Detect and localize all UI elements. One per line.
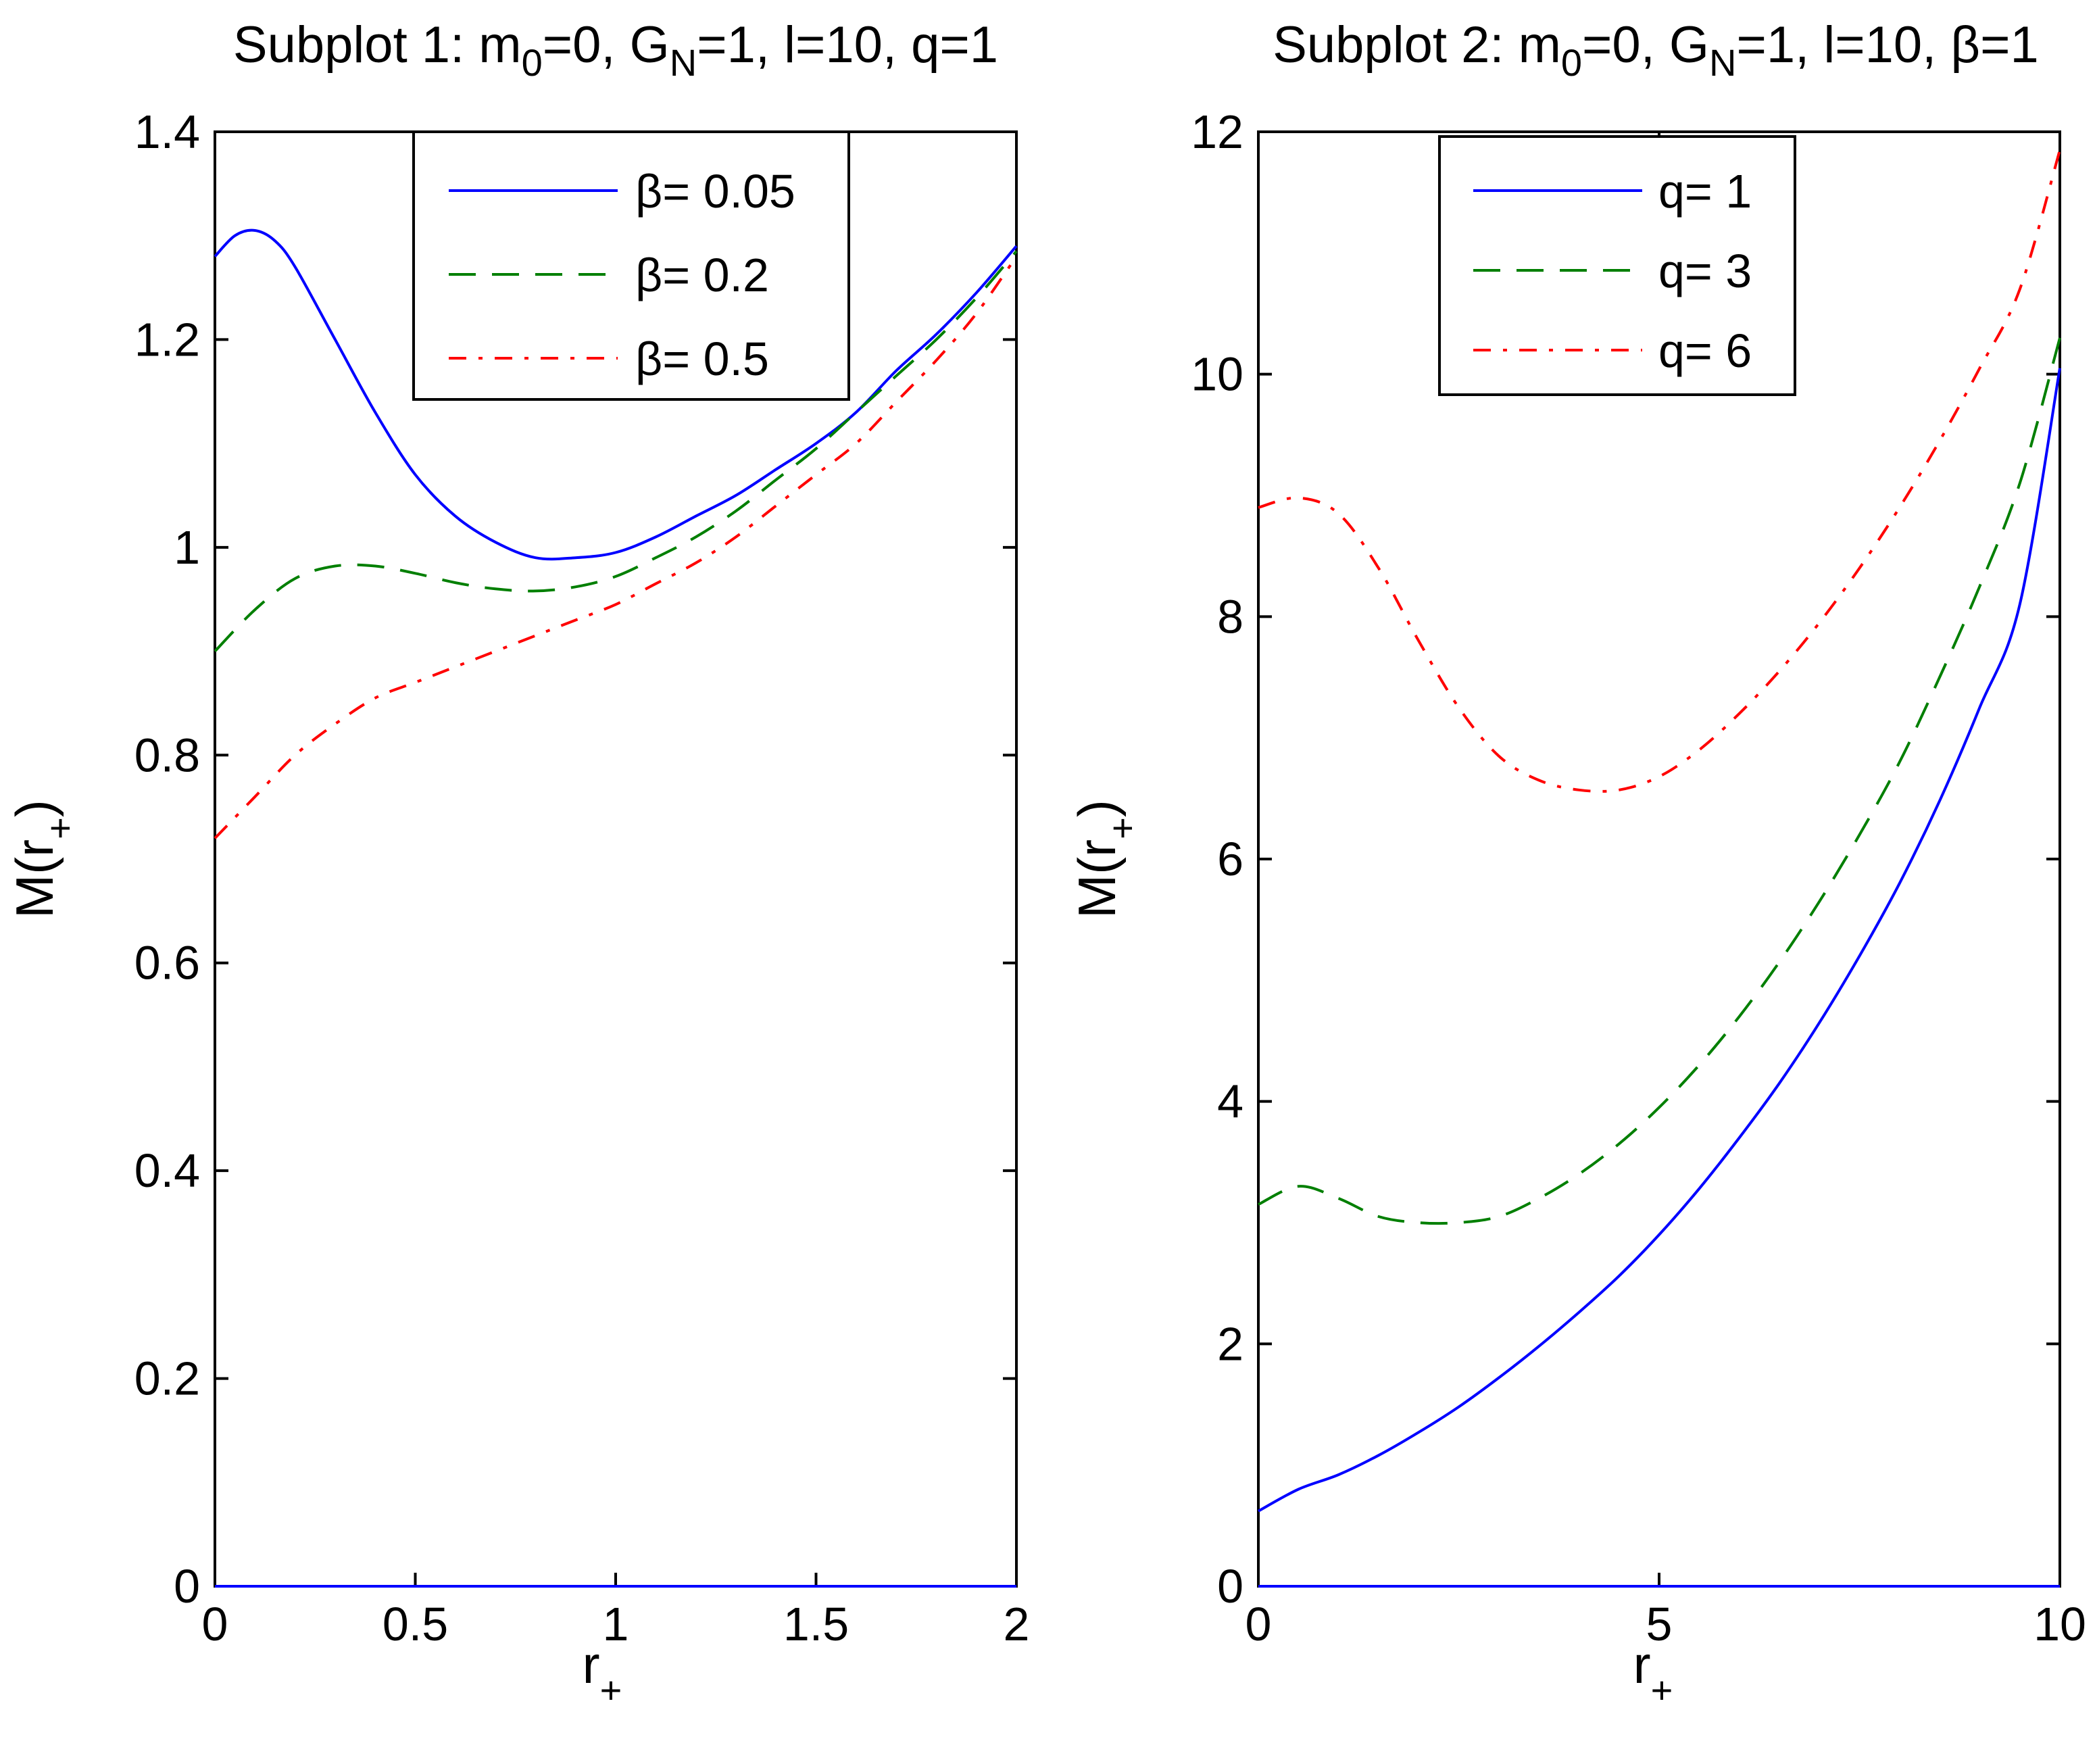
y-tick-label: 10 [1191, 348, 1243, 401]
x-tick-label: 0.5 [383, 1598, 448, 1650]
y-tick-label: 8 [1217, 590, 1243, 643]
x-tick-label: 2 [1004, 1598, 1030, 1650]
y-tick-label: 1 [174, 521, 200, 574]
y-tick-label: 2 [1217, 1317, 1243, 1370]
x-tick-label: 0 [1246, 1598, 1272, 1650]
subplot-2: Subplot 2: m0=0, GN=1, l=10, β=1 0 5 10 0 2 4… [1067, 16, 2086, 1711]
x-tick-label: 10 [2034, 1598, 2086, 1650]
subplot-2-legend: q= 1 q= 3 q= 6 [1438, 135, 1796, 396]
subplot-2-legend-box [1438, 135, 1796, 396]
x-tick-label: 1 [603, 1598, 629, 1650]
subplot-2-title: Subplot 2: m0=0, GN=1, l=10, β=1 [1273, 16, 2039, 84]
y-tick-label: 0.6 [134, 937, 200, 989]
x-tick-label: 5 [1646, 1598, 1673, 1650]
subplot-2-lines [1258, 149, 2061, 1588]
subplot-1-xlabel: r+ [583, 1635, 622, 1711]
x-tick-label: 0 [202, 1598, 228, 1650]
y-tick-label: 0 [174, 1560, 200, 1613]
legend-label: β= 0.05 [635, 165, 795, 218]
y-tick-label: 0.4 [134, 1144, 200, 1197]
legend-label: q= 1 [1658, 165, 1752, 218]
subplot-1-title: Subplot 1: m0=0, GN=1, l=10, q=1 [233, 16, 998, 84]
series-line--0-5 [214, 255, 1018, 839]
legend-label: β= 0.5 [635, 333, 769, 385]
y-tick-label: 0.8 [134, 729, 200, 781]
subplot-1-ticks: 0 0.5 1 1.5 2 0 0.2 0.4 0.6 0.8 1 1.2 1.4 [134, 105, 1030, 1650]
y-tick-label: 12 [1191, 105, 1243, 158]
y-tick-label: 0.2 [134, 1352, 200, 1405]
y-tick-label: 6 [1217, 833, 1243, 885]
legend-label: q= 6 [1658, 324, 1752, 377]
subplot-1-legend: β= 0.05 β= 0.2 β= 0.5 [412, 130, 850, 401]
series-line-q-3 [1258, 337, 2061, 1225]
legend-label: q= 3 [1658, 245, 1752, 297]
y-tick-label: 4 [1217, 1075, 1243, 1128]
legend-label: β= 0.2 [635, 249, 769, 301]
series-line--0-2 [214, 250, 1018, 652]
y-tick-label: 0 [1217, 1560, 1243, 1613]
subplot-1-legend-box [412, 130, 850, 401]
subplot-2-ylabel: M(r+) [1067, 800, 1143, 918]
series-line-q-1 [1258, 368, 2061, 1513]
subplot-1-ylabel: M(r+) [5, 800, 81, 918]
x-tick-label: 1.5 [783, 1598, 849, 1650]
subplot-1: Subplot 1: m0=0, GN=1, l=10, q=1 0 0.5 1 1.… [5, 16, 1029, 1711]
subplot-2-xlabel: r+ [1633, 1635, 1673, 1711]
y-tick-label: 1.4 [134, 105, 200, 158]
series-line-q-6 [1258, 149, 2061, 793]
y-tick-label: 1.2 [134, 313, 200, 366]
subplot-2-ticks: 0 5 10 0 2 4 6 8 10 12 [1191, 105, 2086, 1650]
series-line--0-05 [214, 228, 1018, 561]
subplot-1-lines [214, 228, 1018, 1588]
